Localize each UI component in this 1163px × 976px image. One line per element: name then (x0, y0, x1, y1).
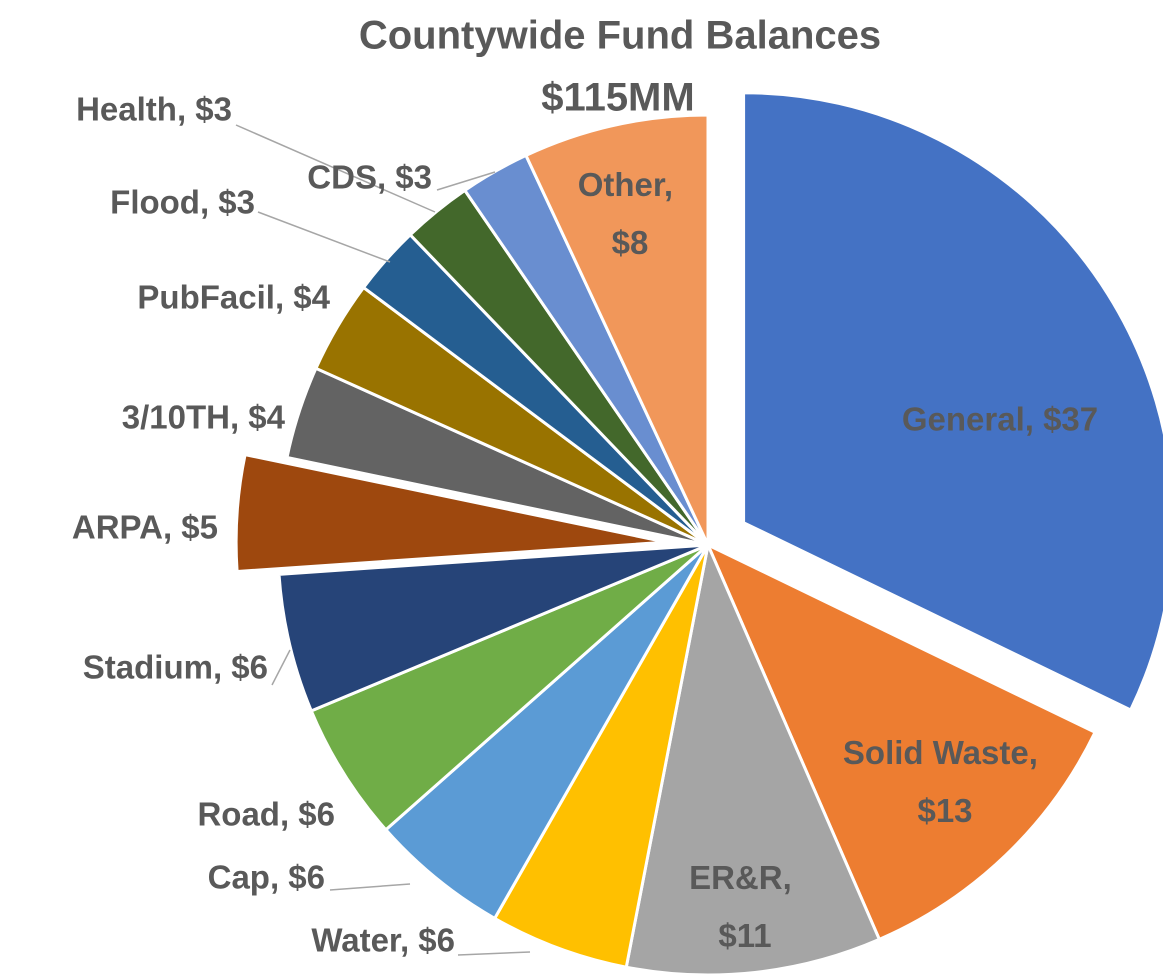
label-line: $11 (718, 917, 771, 954)
chart-subtitle: $115MM (541, 76, 694, 120)
data-label: Health, $3 (76, 91, 232, 128)
data-label: Stadium, $6 (83, 649, 268, 686)
label-line: Solid Waste, (843, 734, 1047, 771)
label-line: $13 (917, 792, 972, 829)
data-label: ER&R, $11 (689, 859, 801, 954)
leader-line (436, 171, 496, 191)
slice (234, 452, 667, 574)
slice (742, 91, 1163, 713)
data-label: 3/10TH, $4 (122, 399, 286, 436)
data-label: ARPA, $5 (72, 509, 218, 546)
data-label: Road, $6 (197, 796, 335, 833)
label-line: ER&R, (689, 859, 801, 896)
slice (309, 543, 709, 832)
data-label: PubFacil, $4 (137, 279, 330, 316)
data-label: Cap, $6 (208, 859, 325, 896)
label-line: $8 (612, 224, 649, 261)
leader-line (329, 883, 411, 891)
leader-line (271, 649, 291, 686)
slice (523, 113, 710, 546)
data-label: General, $37 (902, 401, 1098, 438)
data-label: Water, $6 (311, 922, 455, 959)
leader-line (457, 951, 531, 956)
slice (705, 541, 1098, 942)
data-label: CDS, $3 (307, 159, 432, 196)
chart-title: Countywide Fund Balances (359, 14, 881, 58)
data-label: Solid Waste, $13 (843, 734, 1047, 829)
leader-line (257, 211, 391, 263)
slice (624, 539, 882, 976)
slice (277, 543, 709, 713)
data-label: Other, $8 (578, 166, 683, 261)
pie (234, 91, 1163, 976)
data-label: Flood, $3 (110, 184, 255, 221)
slice (383, 543, 710, 921)
leader-line (235, 124, 436, 213)
labels: General, $37 Solid Waste, $13 ER&R, $11 Wat… (72, 91, 1098, 959)
label-line: Other, (578, 166, 683, 203)
slice (492, 544, 710, 969)
